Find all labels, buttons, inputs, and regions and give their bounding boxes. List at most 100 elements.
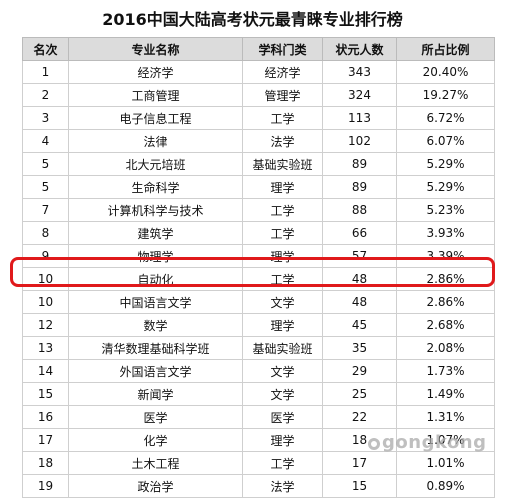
ratio-cell: 3.39%: [396, 244, 495, 268]
major-cell: 化学: [68, 428, 243, 452]
ratio-cell: 2.86%: [396, 267, 495, 291]
major-cell: 北大元培班: [68, 152, 243, 176]
count-cell: 48: [322, 267, 397, 291]
watermark: gongkong: [368, 432, 487, 453]
major-cell: 自动化: [68, 267, 243, 291]
count-cell: 29: [322, 359, 397, 383]
ratio-cell: 2.08%: [396, 336, 495, 360]
ratio-cell: 20.40%: [396, 60, 495, 84]
category-cell: 文学: [242, 359, 323, 383]
rank-cell: 13: [22, 336, 69, 360]
watermark-logo-icon: [368, 438, 380, 450]
count-cell: 102: [322, 129, 397, 153]
header-category: 学科门类: [242, 37, 323, 61]
category-cell: 文学: [242, 290, 323, 314]
table-row: 12 数学 理学 45 2.68%: [22, 313, 495, 337]
count-cell: 324: [322, 83, 397, 107]
ratio-cell: 5.29%: [396, 152, 495, 176]
major-cell: 经济学: [68, 60, 243, 84]
rank-cell: 10: [22, 267, 69, 291]
count-cell: 25: [322, 382, 397, 406]
header-rank: 名次: [22, 37, 69, 61]
rank-cell: 19: [22, 474, 69, 498]
major-cell: 外国语言文学: [68, 359, 243, 383]
table-body: 1 经济学 经济学 343 20.40% 2 工商管理 管理学 324 19.27% 3 电子信息工程…: [22, 60, 495, 498]
category-cell: 基础实验班: [242, 152, 323, 176]
major-cell: 政治学: [68, 474, 243, 498]
count-cell: 45: [322, 313, 397, 337]
count-cell: 113: [322, 106, 397, 130]
header-ratio: 所占比例: [396, 37, 495, 61]
rank-cell: 15: [22, 382, 69, 406]
rank-cell: 2: [22, 83, 69, 107]
category-cell: 理学: [242, 313, 323, 337]
major-cell: 中国语言文学: [68, 290, 243, 314]
rank-cell: 4: [22, 129, 69, 153]
table-row: 9 物理学 理学 57 3.39%: [22, 244, 495, 268]
rank-cell: 16: [22, 405, 69, 429]
table-row: 17 化学 理学 18 1.07%: [22, 428, 495, 452]
ratio-cell: 1.01%: [396, 451, 495, 475]
count-cell: 343: [322, 60, 397, 84]
table-row: 15 新闻学 文学 25 1.49%: [22, 382, 495, 406]
category-cell: 法学: [242, 474, 323, 498]
major-cell: 土木工程: [68, 451, 243, 475]
table-row: 2 工商管理 管理学 324 19.27%: [22, 83, 495, 107]
ratio-cell: 6.72%: [396, 106, 495, 130]
major-cell: 医学: [68, 405, 243, 429]
ratio-cell: 1.31%: [396, 405, 495, 429]
rank-cell: 14: [22, 359, 69, 383]
rank-cell: 10: [22, 290, 69, 314]
major-cell: 清华数理基础科学班: [68, 336, 243, 360]
count-cell: 22: [322, 405, 397, 429]
category-cell: 管理学: [242, 83, 323, 107]
ratio-cell: 1.73%: [396, 359, 495, 383]
table-row: 7 计算机科学与技术 工学 88 5.23%: [22, 198, 495, 222]
table-row: 8 建筑学 工学 66 3.93%: [22, 221, 495, 245]
table-row: 1 经济学 经济学 343 20.40%: [22, 60, 495, 84]
ratio-cell: 19.27%: [396, 83, 495, 107]
table-row: 10 中国语言文学 文学 48 2.86%: [22, 290, 495, 314]
major-cell: 物理学: [68, 244, 243, 268]
category-cell: 工学: [242, 106, 323, 130]
header-count: 状元人数: [322, 37, 397, 61]
count-cell: 48: [322, 290, 397, 314]
page-title: 2016中国大陆高考状元最青睐专业排行榜: [102, 10, 403, 29]
table-row: 5 北大元培班 基础实验班 89 5.29%: [22, 152, 495, 176]
rank-cell: 12: [22, 313, 69, 337]
category-cell: 理学: [242, 428, 323, 452]
major-cell: 建筑学: [68, 221, 243, 245]
table-row: 14 外国语言文学 文学 29 1.73%: [22, 359, 495, 383]
count-cell: 57: [322, 244, 397, 268]
ratio-cell: 3.93%: [396, 221, 495, 245]
count-cell: 35: [322, 336, 397, 360]
major-cell: 计算机科学与技术: [68, 198, 243, 222]
ratio-cell: 5.23%: [396, 198, 495, 222]
rank-cell: 7: [22, 198, 69, 222]
header-major: 专业名称: [68, 37, 243, 61]
rank-cell: 5: [22, 175, 69, 199]
count-cell: 89: [322, 175, 397, 199]
major-cell: 生命科学: [68, 175, 243, 199]
category-cell: 经济学: [242, 60, 323, 84]
count-cell: 89: [322, 152, 397, 176]
category-cell: 基础实验班: [242, 336, 323, 360]
table-row: 5 生命科学 理学 89 5.29%: [22, 175, 495, 199]
table-row: 4 法律 法学 102 6.07%: [22, 129, 495, 153]
category-cell: 文学: [242, 382, 323, 406]
rank-cell: 8: [22, 221, 69, 245]
ranking-table: 名次 专业名称 学科门类 状元人数 所占比例 1 经济学 经济学 343 20.40% 2…: [22, 37, 495, 498]
ratio-cell: 6.07%: [396, 129, 495, 153]
major-cell: 新闻学: [68, 382, 243, 406]
rank-cell: 18: [22, 451, 69, 475]
count-cell: 66: [322, 221, 397, 245]
ratio-cell: 1.49%: [396, 382, 495, 406]
category-cell: 工学: [242, 451, 323, 475]
count-cell: 15: [322, 474, 397, 498]
table-row: 13 清华数理基础科学班 基础实验班 35 2.08%: [22, 336, 495, 360]
category-cell: 工学: [242, 198, 323, 222]
count-cell: 17: [322, 451, 397, 475]
ratio-cell: 2.68%: [396, 313, 495, 337]
rank-cell: 3: [22, 106, 69, 130]
rank-cell: 17: [22, 428, 69, 452]
